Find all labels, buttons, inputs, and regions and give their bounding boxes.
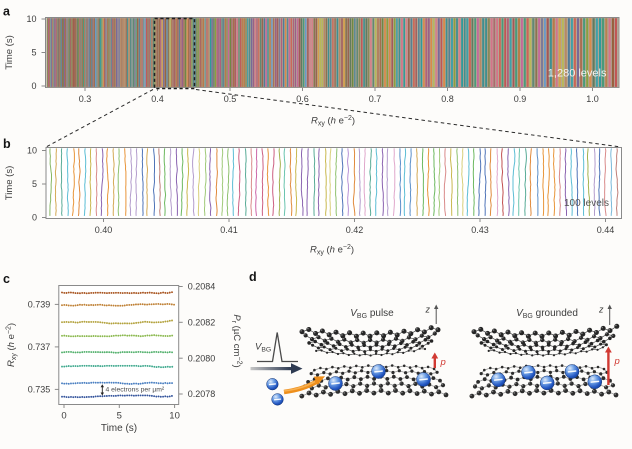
svg-text:4 electrons per µm²: 4 electrons per µm² xyxy=(106,387,165,394)
svg-text:100 levels: 100 levels xyxy=(564,198,609,209)
svg-text:z: z xyxy=(425,305,431,315)
svg-text:0.6: 0.6 xyxy=(296,94,309,104)
svg-text:0.735: 0.735 xyxy=(28,385,51,395)
svg-text:10: 10 xyxy=(26,14,36,24)
svg-text:d: d xyxy=(249,270,257,284)
svg-text:z: z xyxy=(598,305,604,315)
svg-text:c: c xyxy=(3,272,10,286)
svg-text:5: 5 xyxy=(117,411,122,422)
svg-text:Time (s): Time (s) xyxy=(101,423,137,434)
svg-text:0.7: 0.7 xyxy=(369,94,382,104)
svg-text:0.9: 0.9 xyxy=(514,94,527,104)
svg-text:a: a xyxy=(3,5,11,19)
svg-text:0.8: 0.8 xyxy=(441,94,454,104)
svg-text:0.44: 0.44 xyxy=(597,225,615,235)
svg-text:0: 0 xyxy=(31,81,36,91)
svg-text:0.739: 0.739 xyxy=(28,300,51,310)
svg-text:b: b xyxy=(3,137,11,151)
svg-text:0.2084: 0.2084 xyxy=(188,282,216,292)
svg-text:10: 10 xyxy=(27,146,37,156)
svg-text:0.42: 0.42 xyxy=(346,225,364,235)
svg-text:0.2082: 0.2082 xyxy=(188,318,216,328)
svg-text:VBG pulse: VBG pulse xyxy=(350,308,394,320)
svg-text:Rxy (h e−2): Rxy (h e−2) xyxy=(311,115,355,128)
svg-text:0.4: 0.4 xyxy=(151,94,164,104)
svg-text:0.5: 0.5 xyxy=(224,94,237,104)
svg-text:0: 0 xyxy=(61,411,66,422)
svg-text:10: 10 xyxy=(169,411,180,422)
svg-text:Rxy (h e−2): Rxy (h e−2) xyxy=(6,323,19,367)
svg-text:0.2078: 0.2078 xyxy=(188,389,216,399)
svg-text:0.737: 0.737 xyxy=(28,342,51,352)
svg-text:0.3: 0.3 xyxy=(79,94,92,104)
svg-text:VBG grounded: VBG grounded xyxy=(516,308,578,320)
svg-text:Rxy (h e−2): Rxy (h e−2) xyxy=(310,244,354,257)
svg-text:p: p xyxy=(440,357,446,368)
svg-text:5: 5 xyxy=(31,48,36,58)
svg-text:VBG: VBG xyxy=(255,342,271,354)
svg-text:p: p xyxy=(614,356,620,367)
svg-text:0.40: 0.40 xyxy=(95,225,113,235)
svg-text:5: 5 xyxy=(32,179,37,189)
svg-text:0.2080: 0.2080 xyxy=(188,353,216,363)
svg-text:Pr (µC cm−2): Pr (µC cm−2) xyxy=(230,314,243,367)
svg-text:Time (s): Time (s) xyxy=(4,35,15,69)
svg-text:0.41: 0.41 xyxy=(220,225,238,235)
svg-text:Time (s): Time (s) xyxy=(4,166,15,200)
svg-text:1.0: 1.0 xyxy=(586,94,599,104)
svg-text:0: 0 xyxy=(32,213,37,223)
svg-text:0.43: 0.43 xyxy=(471,225,489,235)
svg-text:1,280 levels: 1,280 levels xyxy=(548,68,607,80)
